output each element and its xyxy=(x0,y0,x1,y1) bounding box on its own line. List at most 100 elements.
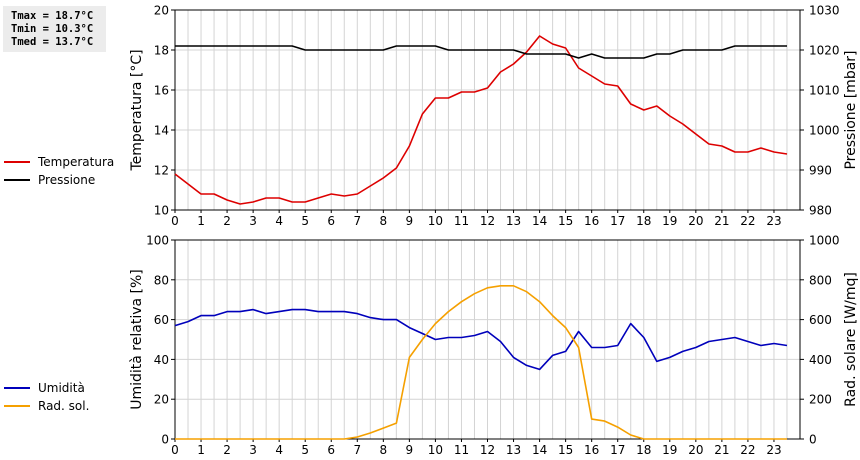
y-tick-label: 0 xyxy=(161,433,169,447)
x-tick-label: 12 xyxy=(480,443,495,457)
legend-swatch-temperatura xyxy=(4,161,30,163)
legend-label-umidita: Umidità xyxy=(38,381,85,395)
y-tick-label: 14 xyxy=(154,124,169,138)
x-tick-label: 3 xyxy=(249,443,257,457)
tmin-label: Tmin = 10.3°C xyxy=(11,23,94,35)
legend-swatch-umidita xyxy=(4,387,30,389)
y-axis-label: Temperatura [°C] xyxy=(129,49,145,171)
x-tick-label: 18 xyxy=(636,443,651,457)
y-tick-label: 10 xyxy=(154,204,169,218)
x-tick-label: 21 xyxy=(714,443,729,457)
y2-tick-label: 600 xyxy=(809,313,832,327)
y-tick-label: 18 xyxy=(154,44,169,58)
x-tick-label: 10 xyxy=(428,214,443,228)
y2-tick-label: 400 xyxy=(809,353,832,367)
y-tick-label: 12 xyxy=(154,164,169,178)
y2-tick-label: 1000 xyxy=(809,124,840,138)
x-tick-label: 11 xyxy=(454,214,469,228)
x-tick-label: 15 xyxy=(558,214,573,228)
x-tick-label: 4 xyxy=(275,214,283,228)
x-tick-label: 20 xyxy=(688,214,703,228)
x-tick-label: 9 xyxy=(406,443,414,457)
legend-label-rad-sol: Rad. sol. xyxy=(38,399,90,413)
x-tick-label: 22 xyxy=(740,443,755,457)
x-tick-label: 11 xyxy=(454,443,469,457)
x-tick-label: 1 xyxy=(197,443,205,457)
temperature-stats-box: Tmax = 18.7°C Tmin = 10.3°C Tmed = 13.7°… xyxy=(3,6,106,52)
series-line-temperatura xyxy=(174,35,788,205)
x-tick-label: 5 xyxy=(301,214,309,228)
legend-swatch-rad-sol xyxy=(4,405,30,407)
x-tick-label: 19 xyxy=(662,443,677,457)
x-tick-label: 9 xyxy=(406,214,414,228)
y-tick-label: 80 xyxy=(154,273,169,287)
y2-axis-label: Rad. solare [W/mq] xyxy=(843,272,859,407)
x-tick-label: 23 xyxy=(766,214,781,228)
x-tick-label: 0 xyxy=(171,214,179,228)
x-tick-label: 15 xyxy=(558,443,573,457)
legend-label-temperatura: Temperatura xyxy=(38,155,115,169)
x-tick-label: 16 xyxy=(584,443,599,457)
x-tick-label: 17 xyxy=(610,214,625,228)
x-tick-label: 7 xyxy=(353,214,361,228)
legend-item-pressione: Pressione xyxy=(4,171,114,189)
series-line-umidita xyxy=(174,308,788,371)
y2-tick-label: 0 xyxy=(809,433,817,447)
tmax-label: Tmax = 18.7°C xyxy=(11,10,94,22)
x-tick-label: 21 xyxy=(714,214,729,228)
x-tick-label: 3 xyxy=(249,214,257,228)
y2-tick-label: 1000 xyxy=(809,234,840,248)
x-tick-label: 20 xyxy=(688,443,703,457)
x-tick-label: 19 xyxy=(662,214,677,228)
x-tick-label: 12 xyxy=(480,214,495,228)
x-tick-label: 8 xyxy=(380,443,388,457)
temperature-pressure-chart: 0 1 2 3 4 5 6 7 8 9 10 11 12 13 14 15 16 17 18 19 20 21 22 2310… xyxy=(129,4,859,229)
legend-item-rad-sol: Rad. sol. xyxy=(4,397,89,415)
y-axis-label: Umidità relativa [%] xyxy=(129,269,145,410)
x-tick-label: 6 xyxy=(327,443,335,457)
y2-tick-label: 1020 xyxy=(809,44,840,58)
x-tick-label: 4 xyxy=(275,443,283,457)
x-tick-label: 8 xyxy=(380,214,388,228)
legend-item-temperatura: Temperatura xyxy=(4,153,114,171)
humidity-radiation-chart: 0 1 2 3 4 5 6 7 8 9 10 11 12 13 14 15 16 17 18 19 20 21 22 2302… xyxy=(129,234,859,458)
x-tick-label: 2 xyxy=(223,214,231,228)
x-tick-label: 2 xyxy=(223,443,231,457)
series-line-pressione xyxy=(175,45,787,59)
y2-tick-label: 800 xyxy=(809,273,832,287)
legend-item-umidita: Umidità xyxy=(4,379,89,397)
legend-top: Temperatura Pressione xyxy=(4,153,114,189)
y2-tick-label: 200 xyxy=(809,393,832,407)
legend-bottom: Umidità Rad. sol. xyxy=(4,379,89,415)
y2-tick-label: 980 xyxy=(809,204,832,218)
y2-tick-label: 990 xyxy=(809,164,832,178)
x-tick-label: 1 xyxy=(197,214,205,228)
x-tick-label: 7 xyxy=(353,443,361,457)
x-tick-label: 13 xyxy=(506,214,521,228)
x-tick-label: 18 xyxy=(636,214,651,228)
series-line-rad-sol xyxy=(175,284,787,440)
x-tick-label: 22 xyxy=(740,214,755,228)
y-tick-label: 40 xyxy=(154,353,169,367)
y2-axis-label: Pressione [mbar] xyxy=(843,50,859,169)
x-tick-label: 6 xyxy=(327,214,335,228)
x-tick-label: 17 xyxy=(610,443,625,457)
y2-tick-label: 1030 xyxy=(809,4,840,18)
x-tick-label: 0 xyxy=(171,443,179,457)
tmed-label: Tmed = 13.7°C xyxy=(11,36,94,48)
x-tick-label: 5 xyxy=(301,443,309,457)
y-tick-label: 20 xyxy=(154,393,169,407)
y-tick-label: 100 xyxy=(146,234,169,248)
y-tick-label: 60 xyxy=(154,313,169,327)
legend-label-pressione: Pressione xyxy=(38,173,96,187)
x-tick-label: 14 xyxy=(532,214,547,228)
x-tick-label: 13 xyxy=(506,443,521,457)
x-tick-label: 16 xyxy=(584,214,599,228)
y2-tick-label: 1010 xyxy=(809,84,840,98)
x-tick-label: 23 xyxy=(766,443,781,457)
legend-swatch-pressione xyxy=(4,179,30,181)
y-tick-label: 20 xyxy=(154,4,169,18)
x-tick-label: 14 xyxy=(532,443,547,457)
x-tick-label: 10 xyxy=(428,443,443,457)
